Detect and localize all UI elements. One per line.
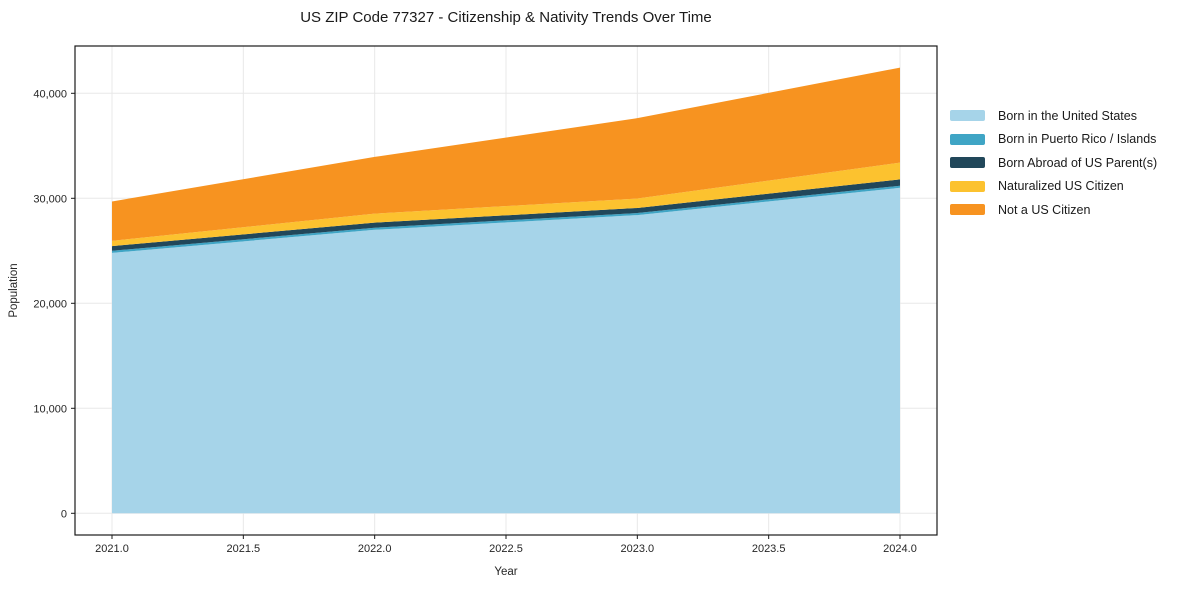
y-tick-label: 0 — [61, 508, 67, 520]
area-series-naturalized-us-citizen — [112, 162, 900, 247]
legend: Born in the United States Born in Puerto … — [950, 104, 1157, 222]
x-tick-label: 2022.0 — [358, 543, 392, 555]
legend-label: Naturalized US Citizen — [998, 179, 1124, 194]
area-series-not-a-us-citizen — [112, 67, 900, 241]
legend-swatch-icon — [950, 110, 985, 122]
legend-label: Born in the United States — [998, 108, 1137, 123]
x-tick-label: 2023.5 — [752, 543, 786, 555]
legend-swatch-icon — [950, 133, 985, 145]
y-tick-label: 20,000 — [33, 298, 67, 310]
area-series-born-abroad-of-us-parent-s- — [112, 179, 900, 251]
y-tick-label: 40,000 — [33, 88, 67, 100]
x-axis-label: Year — [494, 566, 517, 578]
stacked-areas — [112, 67, 900, 514]
x-tick-label: 2022.5 — [489, 543, 523, 555]
legend-item: Not a US Citizen — [950, 198, 1157, 222]
legend-swatch-icon — [950, 180, 985, 192]
legend-item: Born in the United States — [950, 104, 1157, 128]
chart-title: US ZIP Code 77327 - Citizenship & Nativi… — [300, 9, 712, 26]
legend-label: Born Abroad of US Parent(s) — [998, 155, 1158, 170]
legend-label: Born in Puerto Rico / Islands — [998, 132, 1157, 147]
legend-item: Naturalized US Citizen — [950, 175, 1157, 199]
legend-swatch-icon — [950, 204, 985, 216]
x-tick-label: 2021.5 — [227, 543, 261, 555]
legend-label: Not a US Citizen — [998, 202, 1091, 217]
area-series-born-in-the-united-states — [112, 187, 900, 514]
legend-swatch-icon — [950, 157, 985, 169]
axes: 2021.0 2021.5 2022.0 2022.5 2023.0 2023.5 2024… — [33, 88, 916, 555]
y-axis-label: Population — [8, 263, 20, 317]
y-tick-label: 10,000 — [33, 403, 67, 415]
y-tick-label: 30,000 — [33, 193, 67, 205]
legend-item: Born in Puerto Rico / Islands — [950, 128, 1157, 152]
x-tick-label: 2024.0 — [883, 543, 917, 555]
x-tick-label: 2021.0 — [95, 543, 129, 555]
legend-item: Born Abroad of US Parent(s) — [950, 151, 1157, 175]
x-tick-label: 2023.0 — [621, 543, 655, 555]
